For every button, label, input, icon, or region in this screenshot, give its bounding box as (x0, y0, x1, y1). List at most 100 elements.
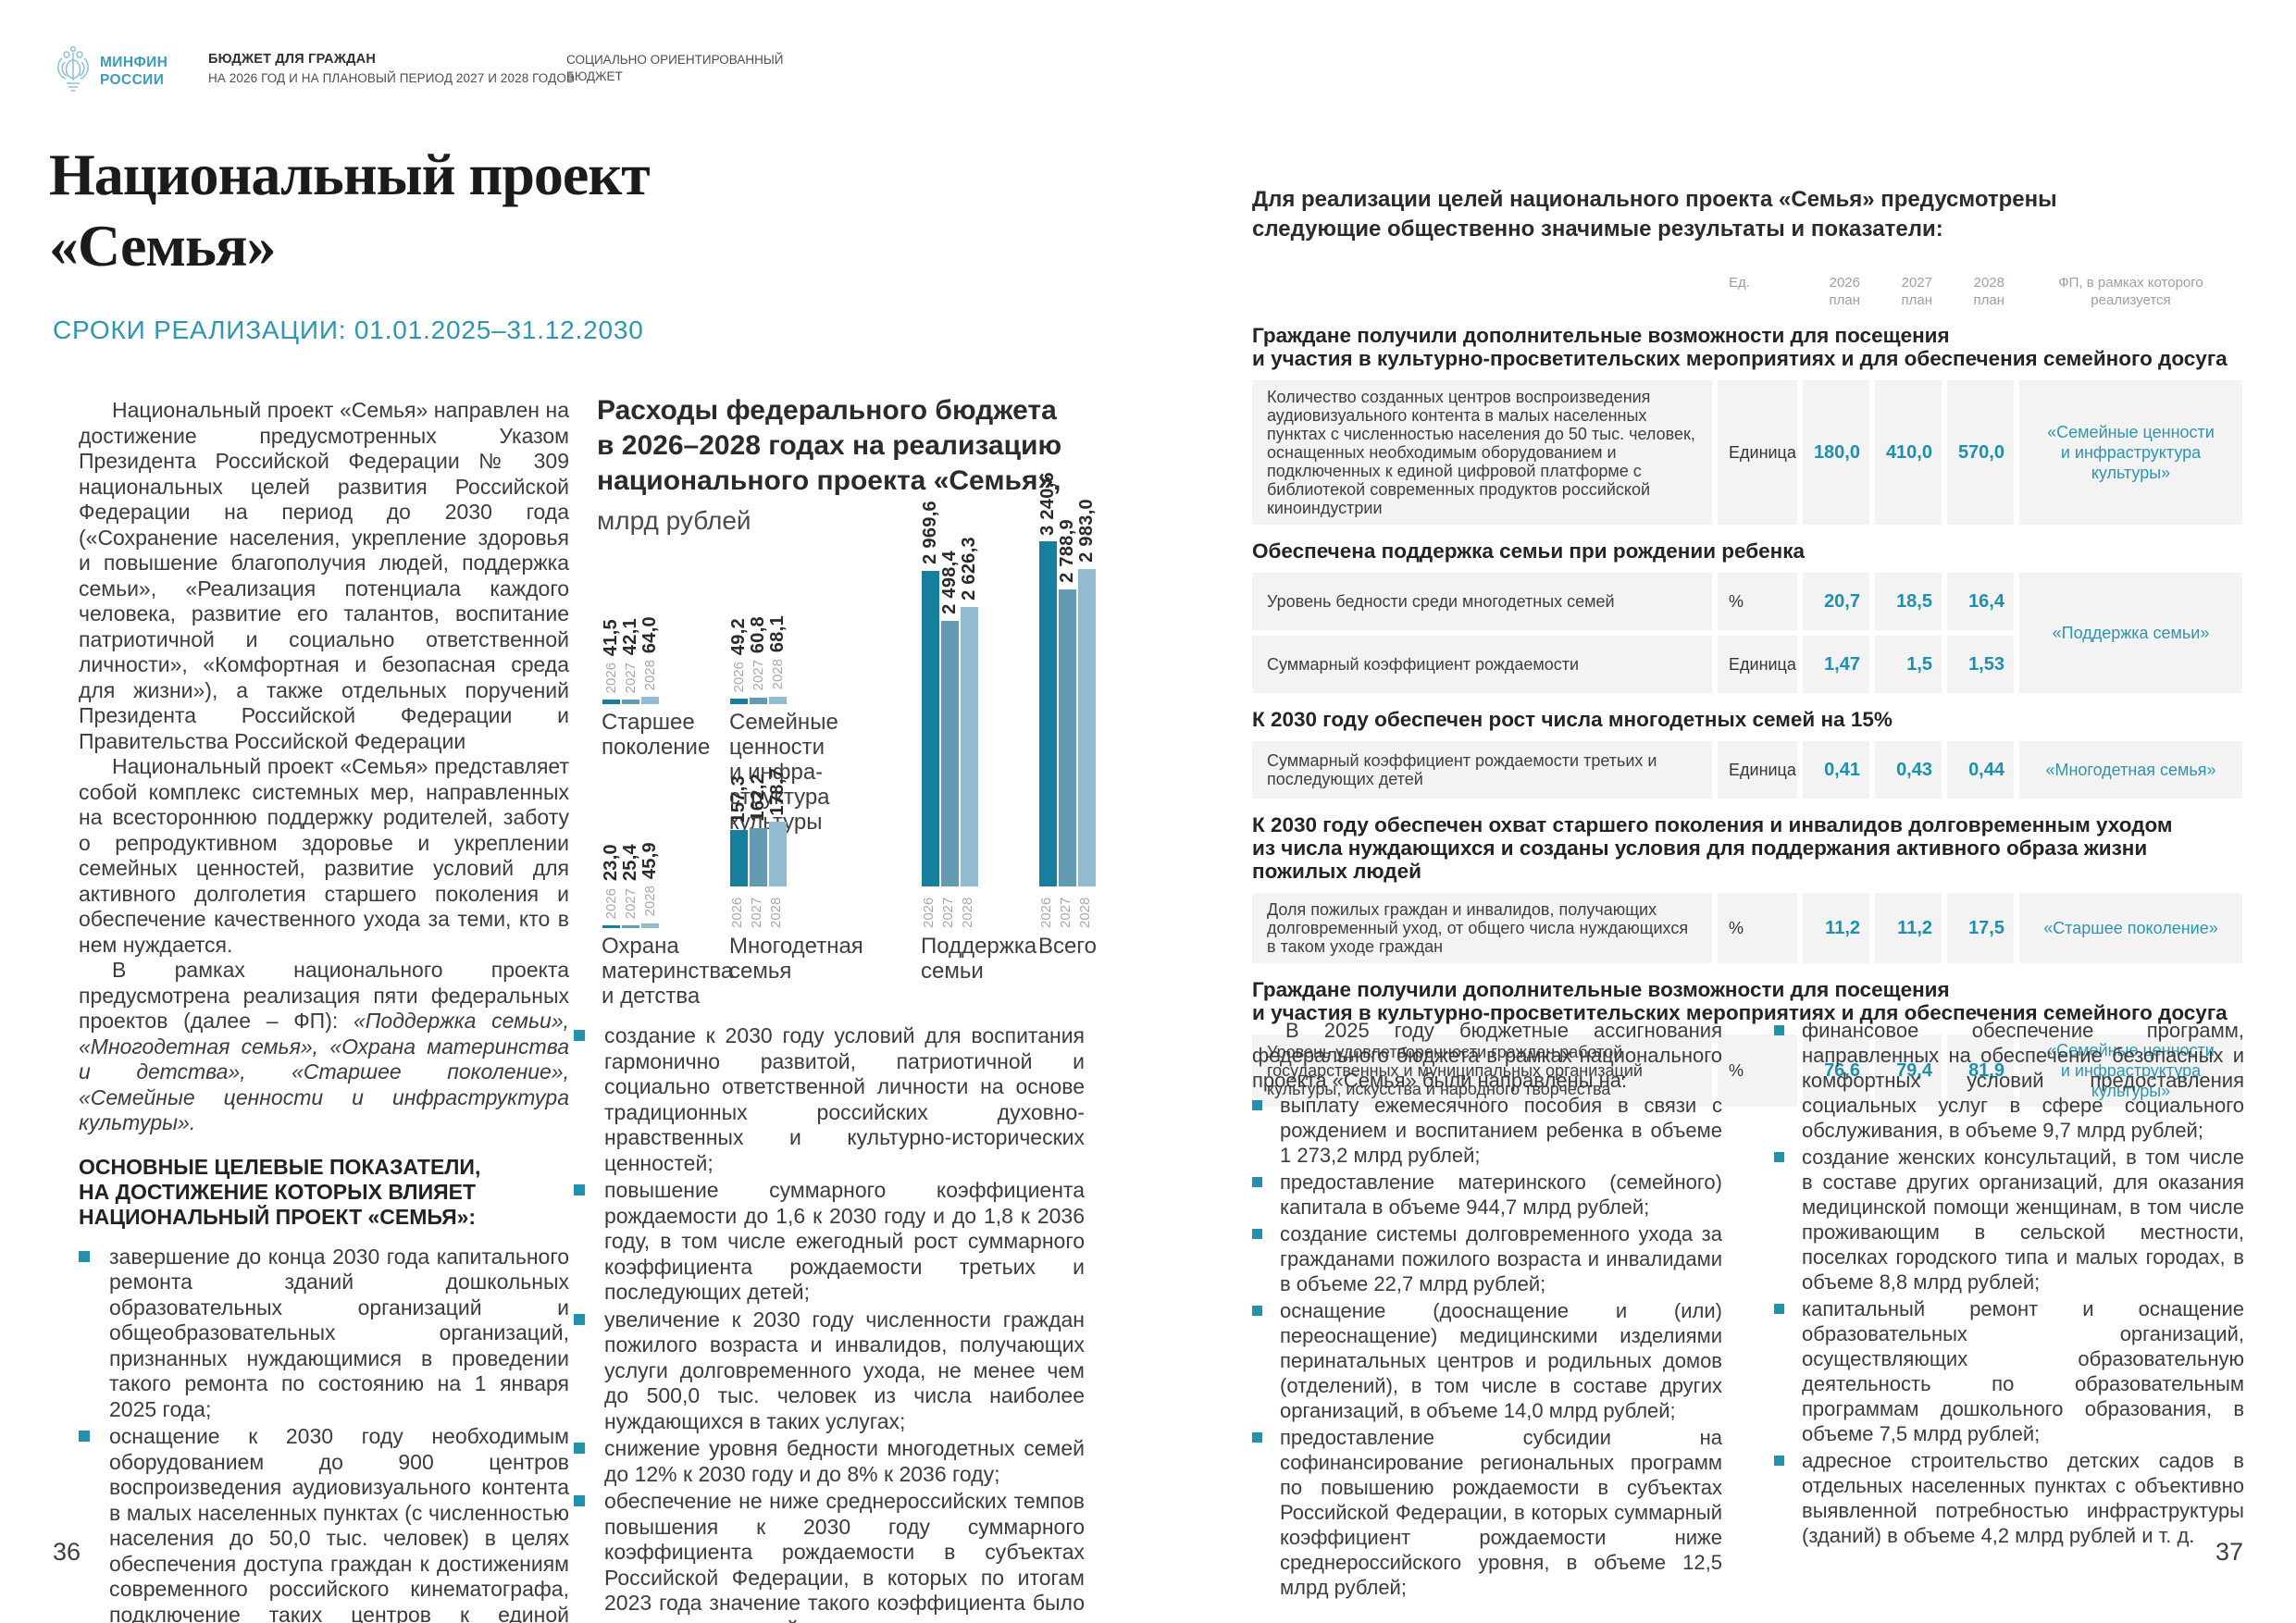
list-item: финансовое обеспечение программ, направл… (1774, 1018, 2244, 1143)
list-item-text: предоставление субсидии на софинансирова… (1280, 1426, 1722, 1599)
bar-value-label: 2 983,0 (1075, 499, 1097, 563)
bar-value-label: 3 240,6 (1036, 471, 1058, 536)
bullet-square-icon (79, 1431, 90, 1442)
chart-group-label: Многодетная семья (729, 934, 863, 984)
bar-year-label: 2027 (1058, 897, 1074, 928)
plan-value-cell: 1,5 (1875, 636, 1942, 693)
paragraph: Национальный проект «Семья» представляет… (79, 754, 569, 957)
bar-year-label: 2028 (768, 897, 784, 928)
bar-column: 25,4 2027 (620, 844, 640, 928)
bar-year-label: 2026 (602, 887, 619, 919)
bar-year-label: 2028 (1077, 897, 1093, 928)
bar-value-label: 2 626,3 (958, 537, 979, 601)
bar-value-label: 42,1 (619, 618, 640, 656)
bar-year-label: 2028 (960, 897, 975, 928)
bar-2028 (768, 822, 787, 886)
bar-column: 64,0 2028 (639, 616, 660, 704)
bullet-square-icon (574, 1184, 585, 1196)
bar-column: 3 240,6 (1036, 471, 1058, 886)
list-item: оснащение к 2030 году необходимым оборуд… (79, 1424, 569, 1623)
plan-value-cell: 16,4 (1947, 573, 2014, 630)
bar-years-row: 2026 2027 2028 (921, 891, 978, 928)
list-item: предоставление субсидии на софинансирова… (1252, 1425, 1722, 1600)
plan-value-cell: 0,43 (1875, 741, 1942, 799)
bar-columns: 2 969,6 2 498,4 2 626,3 (919, 500, 979, 886)
bar-columns: 49,2 2026 60,8 2027 68,1 2028 (728, 615, 788, 704)
bar-column: 60,8 2027 (748, 616, 768, 704)
plan-value-cell: 1,53 (1947, 636, 2014, 693)
indicator-name-cell: Количество созданных центров воспроизвед… (1252, 380, 1712, 525)
bullet-square-icon (1252, 1229, 1262, 1239)
bullet-square-icon (1774, 1152, 1784, 1162)
minfin-logo-icon (54, 44, 93, 97)
list-item: создание женских консультаций, в том чис… (1774, 1145, 2244, 1295)
indicator-name-cell: Уровень удовлетворенности граждан работо… (1252, 1035, 1712, 1107)
list-item-text: оснащение (дооснащение и (или) переоснащ… (1280, 1299, 1722, 1422)
unit-cell: Единица (1718, 636, 1797, 693)
bar-column: 45,9 2028 (639, 842, 660, 928)
plan-value-cell: 11,2 (1875, 893, 1942, 963)
bar-2028 (640, 697, 659, 704)
bullet-square-icon (1252, 1177, 1262, 1187)
bullet-square-icon (574, 1495, 585, 1506)
table-header-fp: ФП, в рамках которого реализуется (2058, 275, 2203, 308)
table-header-spacer (1252, 270, 1712, 309)
bar-year-label: 2027 (750, 660, 766, 691)
list-item-text: снижение уровня бедности многодетных сем… (604, 1436, 1085, 1486)
list-item: создание к 2030 году условий для воспита… (574, 1023, 1085, 1176)
results-heading: Для реализации целей национального проек… (1252, 187, 2057, 242)
bar-year-label: 2027 (622, 887, 639, 919)
bar-2026 (729, 829, 748, 886)
list-item-text: создание к 2030 году условий для воспита… (604, 1023, 1085, 1175)
unit-cell: % (1718, 893, 1797, 963)
list-item: адресное строительство детских садов в о… (1774, 1448, 2244, 1548)
bar-value-label: 2 969,6 (919, 500, 940, 564)
plan-value-cell: 570,0 (1947, 380, 2014, 525)
list-item: повышение суммарного коэффициента рождае… (574, 1178, 1085, 1306)
bar-columns: 23,0 2026 25,4 2027 45,9 2028 (601, 842, 660, 928)
list-item-text: завершение до конца 2030 года капитально… (109, 1244, 569, 1421)
bullet-square-icon (574, 1030, 585, 1041)
plan-value-cell: 20,7 (1803, 573, 1869, 630)
goals-list-2: создание к 2030 году условий для воспита… (574, 1023, 1085, 1623)
list-item: выплату ежемесячного пособия в связи с р… (1252, 1093, 1722, 1168)
federal-project-cell: «Многодетная семья» (2019, 741, 2242, 799)
table-header-2028: 2028 план (1973, 275, 2004, 308)
bar-value-label: 2 788,9 (1056, 519, 1077, 584)
bar-2027 (1058, 589, 1076, 886)
list-item-text: финансовое обеспечение программ, направл… (1802, 1019, 2244, 1142)
budget-chart: Расходы федерального бюджета в 2026–2028… (597, 393, 1145, 1050)
list-item-text: создание системы долговременного ухода з… (1280, 1222, 1722, 1295)
chart-unit-label: млрд рублей (597, 506, 751, 535)
bar-2027 (940, 620, 959, 886)
bar-year-label: 2028 (769, 659, 786, 690)
federal-project-cell: «Семейные ценности и инфраструктура куль… (2019, 1035, 2242, 1107)
bar-column: 2 626,3 (958, 537, 979, 886)
bar-2027 (621, 924, 639, 928)
federal-project-cell: «Поддержка семьи» (2019, 573, 2242, 693)
bar-column: 2 498,4 (939, 551, 960, 886)
bar-column: 162,2 (748, 774, 768, 886)
table-section-heading: Обеспечена поддержка семьи при рождении … (1252, 539, 1806, 563)
bar-column: 178,7 (767, 768, 788, 886)
federal-projects-list: «Поддержка семьи», «Многодетная семья», … (79, 1009, 570, 1134)
bar-year-label: 2026 (1038, 897, 1054, 928)
bar-2026 (921, 570, 939, 886)
spending-list-2: финансовое обеспечение программ, направл… (1774, 1018, 2244, 1548)
plan-value-cell: 17,5 (1947, 893, 2014, 963)
chart-group-label: Семейные ценности и инфра- структура кул… (729, 710, 838, 835)
bar-value-label: 41,5 (600, 618, 621, 656)
page-title: Национальный проект «Семья» (49, 142, 651, 279)
bullet-square-icon (1774, 1304, 1784, 1314)
indicator-name-cell: Суммарный коэффициент рождаемости (1252, 636, 1712, 693)
document-meta: БЮДЖЕТ ДЛЯ ГРАЖДАН НА 2026 ГОД И НА ПЛАН… (208, 52, 575, 85)
table-section-heading: Граждане получили дополнительные возможн… (1252, 324, 2228, 370)
bar-column: 68,1 2028 (767, 615, 788, 704)
goals-heading: ОСНОВНЫЕ ЦЕЛЕВЫЕ ПОКАЗАТЕЛИ, НА ДОСТИЖЕН… (79, 1154, 481, 1229)
indicator-name-cell: Суммарный коэффициент рождаемости третьи… (1252, 741, 1712, 799)
indicators-table: Ед. 2026 план 2027 план 2028 план ФП, в рамк… (1252, 270, 2242, 1107)
bullet-square-icon (574, 1313, 585, 1325)
chart-group: 49,2 2026 60,8 2027 68,1 2028 Семейные ценност… (728, 615, 882, 839)
chart-group-label: Старшее поколение (602, 710, 711, 760)
